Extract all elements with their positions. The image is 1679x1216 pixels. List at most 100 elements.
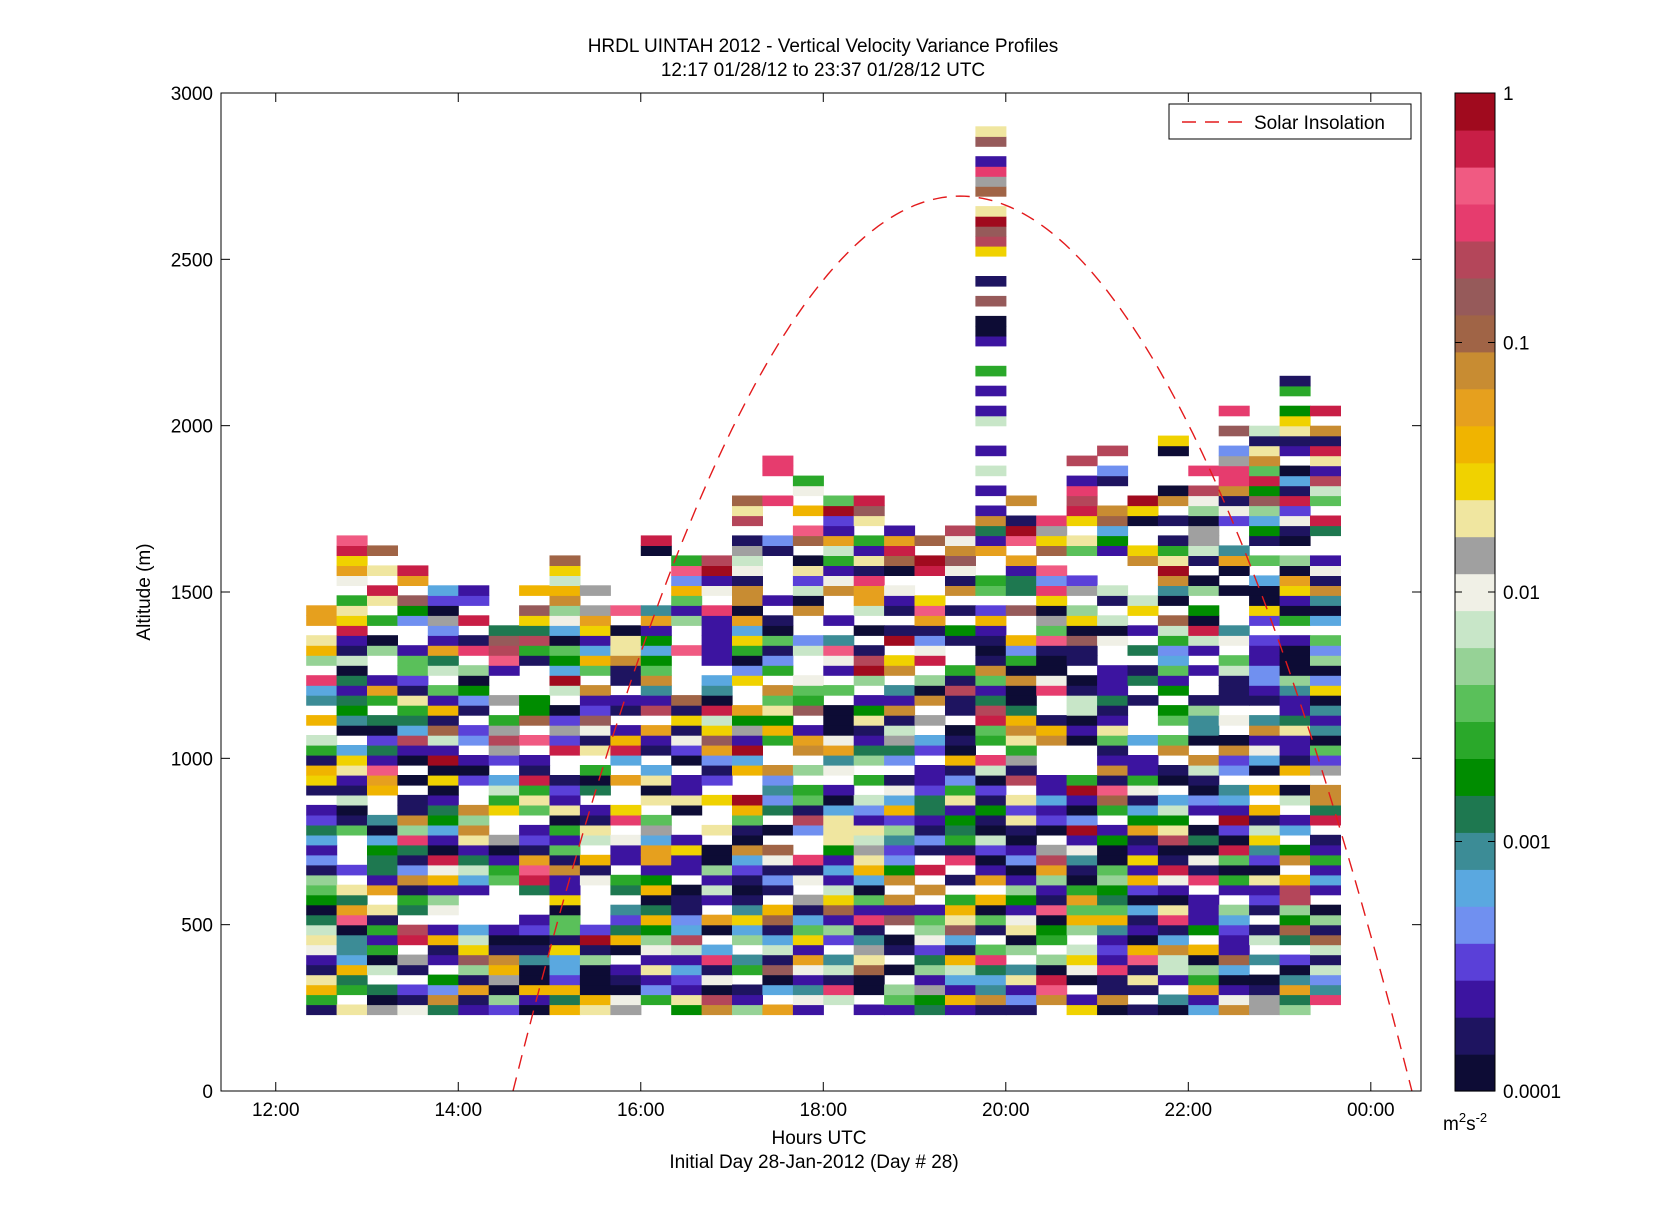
heatmap-cell <box>1157 485 1189 497</box>
heatmap-cell <box>1310 715 1341 726</box>
heatmap-cell <box>1279 605 1311 616</box>
heatmap-cell <box>945 665 976 676</box>
heatmap-cell <box>397 735 429 746</box>
heatmap-cell <box>1157 545 1189 556</box>
heatmap-cell <box>1188 834 1220 846</box>
heatmap-cell <box>823 794 855 806</box>
heatmap-cell <box>579 924 611 936</box>
heatmap-cell <box>701 635 733 646</box>
heatmap-cell <box>792 635 824 646</box>
heatmap-cell <box>945 775 976 786</box>
heatmap-cell <box>1127 515 1159 527</box>
heatmap-cell <box>1127 824 1159 836</box>
heatmap-cell <box>1310 735 1341 746</box>
heatmap-cell <box>397 675 429 686</box>
heatmap-cell <box>336 964 368 976</box>
heatmap-cell <box>1218 625 1250 636</box>
heatmap-cell <box>671 974 703 986</box>
heatmap-cell <box>1097 705 1129 716</box>
heatmap-cell <box>367 565 398 576</box>
colorbar-swatch <box>1455 314 1495 353</box>
heatmap-cell <box>945 755 976 766</box>
heatmap-cell <box>1279 784 1311 796</box>
heatmap-cell <box>640 665 672 676</box>
heatmap-cell <box>519 735 551 746</box>
heatmap-cell <box>762 844 794 856</box>
heatmap-cell <box>1218 455 1250 467</box>
heatmap-cell <box>1127 605 1159 616</box>
y-tick-label: 2000 <box>171 417 213 438</box>
heatmap-cell <box>1036 545 1068 556</box>
heatmap-cell <box>458 994 490 1006</box>
heatmap-cell <box>853 655 885 666</box>
heatmap-cell <box>823 585 855 596</box>
heatmap-cell <box>1005 874 1037 886</box>
heatmap-cell <box>367 695 398 706</box>
heatmap-cell <box>1097 475 1129 487</box>
heatmap-cell <box>1279 655 1311 666</box>
colorbar-swatch <box>1455 536 1495 575</box>
heatmap-cell <box>853 535 885 546</box>
heatmap-cell <box>610 735 642 746</box>
heatmap-cell <box>945 735 976 746</box>
heatmap-cell <box>1188 765 1220 776</box>
heatmap-cell <box>1036 854 1068 866</box>
heatmap-cell <box>762 455 794 467</box>
heatmap-cell <box>1005 844 1037 856</box>
heatmap-cell <box>1066 1004 1098 1016</box>
heatmap-cell <box>975 315 1007 327</box>
heatmap-cell <box>762 665 794 676</box>
heatmap-cell <box>367 765 398 776</box>
heatmap-cell <box>549 814 581 826</box>
heatmap-cell <box>1036 974 1068 986</box>
colorbar-tick-label: 0.001 <box>1503 833 1551 854</box>
heatmap-cell <box>1005 565 1037 576</box>
heatmap-cell <box>1249 495 1281 507</box>
heatmap-cell <box>367 1004 398 1016</box>
heatmap-cell <box>640 984 672 996</box>
heatmap-cell <box>1036 784 1068 796</box>
heatmap-cell <box>671 715 703 726</box>
heatmap-cell <box>671 755 703 766</box>
heatmap-cell <box>762 984 794 996</box>
heatmap-cell <box>427 874 459 886</box>
heatmap-cell <box>671 555 703 566</box>
heatmap-cell <box>732 984 763 996</box>
heatmap-cell <box>367 595 398 606</box>
heatmap-cell <box>1279 755 1311 766</box>
heatmap-cell <box>1097 635 1129 646</box>
heatmap-cell <box>1127 884 1159 896</box>
heatmap-cell <box>336 944 368 956</box>
heatmap-cell <box>853 495 885 507</box>
heatmap-cell <box>1066 864 1098 876</box>
heatmap-cell <box>1097 804 1129 816</box>
heatmap-cell <box>1157 834 1189 846</box>
heatmap-cell <box>671 725 703 736</box>
heatmap-cell <box>1157 904 1189 916</box>
colorbar-swatch <box>1455 203 1495 242</box>
colorbar-swatch <box>1455 166 1495 205</box>
heatmap-cell <box>1218 745 1250 756</box>
heatmap-cell <box>579 725 611 736</box>
heatmap-cell <box>1310 745 1341 756</box>
heatmap-cell <box>1005 984 1037 996</box>
heatmap-cell <box>792 645 824 656</box>
heatmap-cell <box>1157 964 1189 976</box>
heatmap-cell <box>427 755 459 766</box>
heatmap-cell <box>1188 974 1220 986</box>
heatmap-cell <box>762 535 794 546</box>
heatmap-cell <box>306 824 338 836</box>
heatmap-cell <box>1279 695 1311 706</box>
heatmap-cell <box>732 625 763 636</box>
heatmap-cell <box>823 784 855 796</box>
heatmap-cell <box>427 715 459 726</box>
heatmap-cell <box>1066 814 1098 826</box>
heatmap-cell <box>1188 465 1220 477</box>
heatmap-cell <box>823 864 855 876</box>
heatmap-cell <box>1188 874 1220 886</box>
heatmap-cell <box>1097 844 1129 856</box>
heatmap-cell <box>640 685 672 696</box>
heatmap-cell <box>427 705 459 716</box>
heatmap-cell <box>549 994 581 1006</box>
heatmap-cell <box>884 934 916 946</box>
